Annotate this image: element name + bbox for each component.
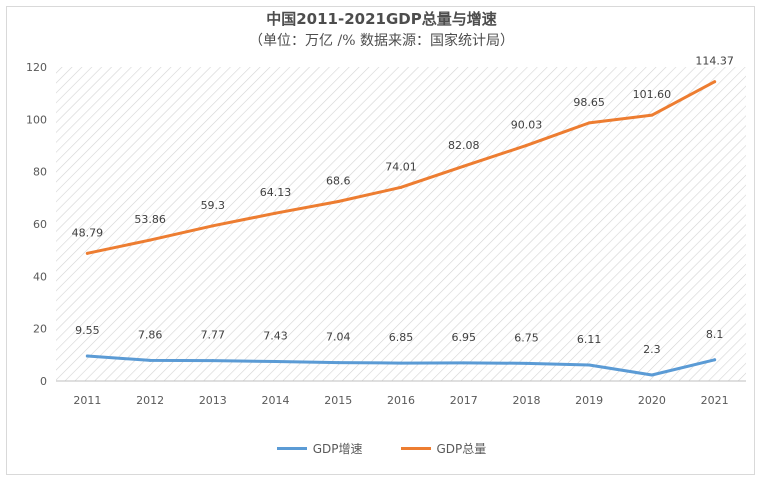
- x-tick-label: 2020: [638, 394, 666, 407]
- data-label: 6.75: [514, 331, 539, 344]
- data-point: [85, 251, 89, 255]
- data-point: [274, 360, 278, 364]
- y-tick-label: 0: [40, 375, 47, 388]
- x-tick-label: 2021: [701, 394, 729, 407]
- data-label: 2.3: [643, 343, 661, 356]
- data-label: 8.1: [706, 328, 724, 341]
- data-point: [713, 80, 717, 84]
- data-label: 59.3: [201, 199, 226, 212]
- plot-area: [56, 67, 746, 381]
- data-point: [650, 113, 654, 117]
- data-point: [399, 185, 403, 189]
- chart-subtitle: （单位：万亿 /% 数据来源：国家统计局）: [249, 33, 514, 49]
- data-point: [524, 143, 528, 147]
- x-tick-label: 2015: [324, 394, 352, 407]
- y-tick-label: 100: [26, 113, 47, 126]
- data-label: 98.65: [573, 96, 605, 109]
- y-tick-label: 20: [33, 323, 47, 336]
- y-tick-label: 120: [26, 61, 47, 74]
- data-label: 9.55: [75, 324, 100, 337]
- data-point: [85, 354, 89, 358]
- y-tick-label: 40: [33, 270, 47, 283]
- data-label: 6.85: [389, 331, 414, 344]
- data-label: 114.37: [695, 55, 734, 68]
- data-label: 90.03: [511, 118, 543, 131]
- x-tick-label: 2019: [575, 394, 603, 407]
- data-label: 7.77: [201, 329, 226, 342]
- x-tick-label: 2012: [136, 394, 164, 407]
- data-point: [336, 361, 340, 365]
- data-label: 53.86: [134, 213, 166, 226]
- data-label: 82.08: [448, 139, 480, 152]
- data-point: [336, 199, 340, 203]
- data-label: 74.01: [385, 160, 417, 173]
- data-point: [462, 361, 466, 365]
- x-tick-label: 2011: [73, 394, 101, 407]
- data-label: 7.86: [138, 328, 163, 341]
- x-tick-label: 2016: [387, 394, 415, 407]
- data-point: [211, 359, 215, 363]
- data-label: 7.43: [263, 330, 288, 343]
- data-point: [587, 363, 591, 367]
- legend-swatch: [400, 447, 431, 450]
- data-point: [587, 121, 591, 125]
- data-point: [524, 361, 528, 365]
- x-tick-label: 2018: [512, 394, 540, 407]
- x-tick-label: 2014: [262, 394, 290, 407]
- data-label: 64.13: [260, 186, 292, 199]
- data-point: [650, 373, 654, 377]
- legend-item: GDP总量: [400, 440, 487, 457]
- legend: GDP增速 GDP总量: [0, 440, 763, 457]
- legend-item: GDP增速: [276, 440, 363, 457]
- x-tick-label: 2013: [199, 394, 227, 407]
- data-label: 101.60: [633, 88, 672, 101]
- legend-label: GDP总量: [436, 442, 487, 456]
- data-point: [148, 358, 152, 362]
- legend-swatch: [276, 447, 307, 450]
- data-point: [399, 361, 403, 365]
- data-point: [462, 164, 466, 168]
- y-tick-label: 60: [33, 218, 47, 231]
- data-label: 6.11: [577, 333, 602, 346]
- chart-title: 中国2011-2021GDP总量与增速: [266, 10, 497, 28]
- data-label: 6.95: [451, 331, 476, 344]
- data-label: 48.79: [72, 226, 104, 239]
- y-tick-label: 80: [33, 166, 47, 179]
- data-label: 68.6: [326, 174, 351, 187]
- legend-label: GDP增速: [312, 442, 363, 456]
- data-point: [274, 211, 278, 215]
- data-point: [148, 238, 152, 242]
- data-label: 7.04: [326, 331, 351, 344]
- x-tick-label: 2017: [450, 394, 478, 407]
- data-point: [713, 358, 717, 362]
- data-point: [211, 224, 215, 228]
